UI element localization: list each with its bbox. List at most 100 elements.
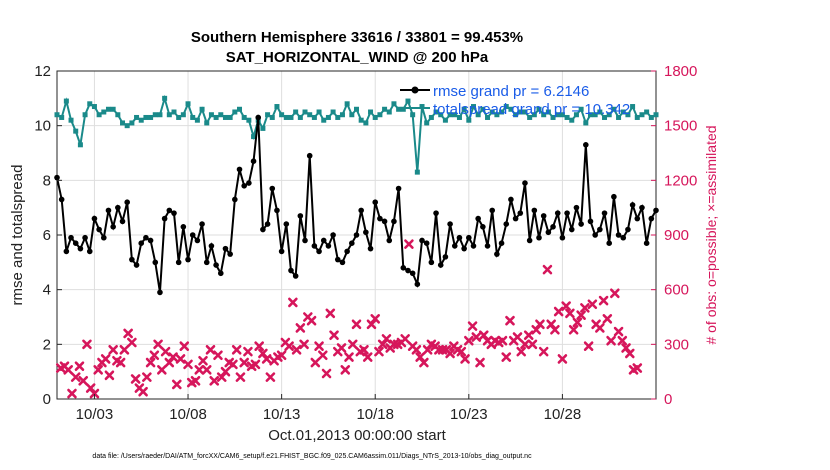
obs-point-cross bbox=[329, 330, 339, 341]
obs-point bbox=[595, 323, 605, 333]
totalspread-point bbox=[302, 109, 308, 115]
obs-point-cross bbox=[557, 354, 568, 364]
obs-point-cross bbox=[400, 334, 410, 344]
obs-point-cross bbox=[239, 357, 249, 368]
y2-tick-label: 300 bbox=[664, 336, 689, 353]
rmse-point bbox=[568, 226, 575, 233]
totalspread-point bbox=[634, 114, 640, 120]
obs-point bbox=[374, 346, 384, 357]
y2-tick-label: 1500 bbox=[664, 118, 697, 135]
rmse-point bbox=[639, 204, 645, 211]
obs-point-cross bbox=[321, 368, 332, 379]
obs-point bbox=[168, 352, 178, 362]
rmse-point bbox=[466, 234, 472, 241]
obs-point-cross bbox=[276, 350, 287, 361]
rmse-point bbox=[138, 240, 145, 246]
obs-point bbox=[63, 365, 74, 375]
rmse-point bbox=[236, 166, 243, 173]
rmse-point bbox=[110, 224, 116, 230]
rmse-point bbox=[119, 218, 126, 225]
totalspread-point bbox=[134, 114, 140, 120]
obs-point bbox=[344, 352, 354, 362]
totalspread-point bbox=[339, 112, 345, 118]
totalspread-point bbox=[513, 112, 519, 118]
rmse-point bbox=[512, 215, 519, 222]
obs-point bbox=[261, 354, 272, 364]
totalspread-point bbox=[368, 109, 374, 115]
obs-point-cross bbox=[475, 357, 485, 368]
totalspread-point bbox=[213, 114, 219, 120]
obs-point bbox=[89, 388, 100, 399]
obs-point bbox=[542, 264, 553, 275]
rmse-point bbox=[320, 237, 327, 244]
obs-point-cross bbox=[325, 308, 336, 319]
obs-point-cross bbox=[359, 345, 369, 355]
obs-point bbox=[632, 363, 643, 373]
obs-point-cross bbox=[404, 239, 414, 249]
obs-point bbox=[160, 346, 171, 357]
obs-point-cross bbox=[632, 363, 643, 373]
rmse-point bbox=[484, 243, 491, 249]
totalspread-point bbox=[583, 120, 589, 126]
totalspread-point bbox=[148, 114, 154, 120]
totalspread-point bbox=[110, 106, 116, 112]
obs-point-cross bbox=[497, 335, 508, 346]
obs-point-cross bbox=[175, 354, 186, 364]
legend-rmse-text: rmse grand pr = 6.2146 bbox=[433, 83, 589, 100]
obs-point-cross bbox=[535, 319, 545, 330]
obs-point-cross bbox=[160, 346, 171, 357]
rmse-point bbox=[517, 210, 524, 216]
rmse-point bbox=[456, 234, 463, 241]
obs-point bbox=[613, 326, 624, 337]
y-tick-label: 4 bbox=[43, 282, 51, 299]
rmse-point bbox=[508, 196, 514, 203]
rmse-point bbox=[232, 196, 238, 203]
obs-point-cross bbox=[168, 352, 178, 362]
obs-point-cross bbox=[460, 354, 470, 364]
obs-point-cross bbox=[617, 335, 628, 346]
totalspread-point bbox=[232, 109, 238, 115]
obs-point-cross bbox=[291, 345, 302, 355]
totalspread-point bbox=[620, 109, 626, 115]
obs-point-cross bbox=[194, 365, 205, 375]
rmse-point bbox=[358, 207, 364, 214]
obs-point bbox=[471, 332, 482, 342]
rmse-point bbox=[54, 174, 60, 181]
totalspread-point bbox=[648, 114, 654, 120]
footer-datafile: data file: /Users/raeder/DAI/ATM_forcXX/… bbox=[92, 453, 532, 460]
obs-point-cross bbox=[130, 374, 141, 384]
obs-point-cross bbox=[250, 359, 261, 370]
obs-point bbox=[318, 350, 328, 361]
obs-point-cross bbox=[561, 301, 571, 311]
rmse-point bbox=[629, 202, 636, 208]
obs-point-cross bbox=[231, 345, 242, 355]
rmse-point bbox=[587, 218, 594, 225]
totalspread-point bbox=[82, 112, 88, 118]
rmse-point bbox=[573, 204, 580, 211]
totalspread-point bbox=[77, 142, 83, 148]
obs-point-cross bbox=[198, 355, 208, 366]
rmse-point bbox=[414, 281, 421, 288]
totalspread-point bbox=[489, 109, 495, 115]
obs-point bbox=[201, 365, 212, 375]
obs-point bbox=[74, 361, 85, 371]
rmse-point bbox=[68, 234, 74, 241]
rmse-point bbox=[578, 221, 584, 227]
totalspread-point bbox=[87, 101, 93, 107]
obs-point bbox=[239, 357, 249, 368]
obs-point-cross bbox=[209, 375, 220, 386]
obs-point bbox=[306, 315, 317, 326]
rmse-point bbox=[100, 234, 107, 241]
obs-point-cross bbox=[149, 350, 160, 361]
totalspread-point bbox=[316, 109, 322, 115]
rmse-point bbox=[325, 243, 332, 249]
obs-point bbox=[157, 365, 167, 375]
rmse-point bbox=[363, 229, 369, 236]
obs-point bbox=[179, 341, 190, 351]
obs-point bbox=[254, 341, 264, 351]
totalspread-point bbox=[143, 114, 149, 120]
obs-point bbox=[172, 379, 182, 390]
rmse-point bbox=[540, 213, 547, 219]
x-tick-label: 10/23 bbox=[450, 406, 488, 423]
